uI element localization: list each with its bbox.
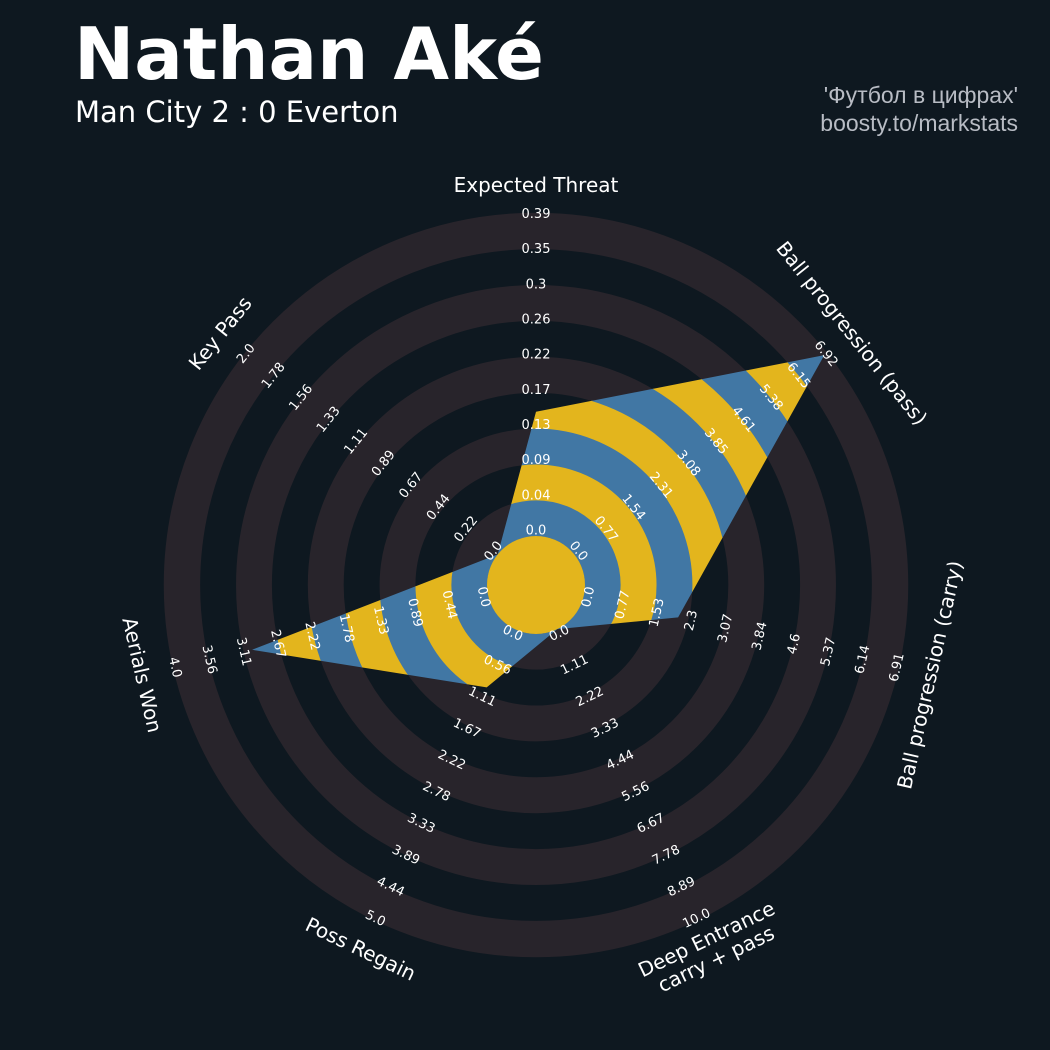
axis-tick-label: 0.44 bbox=[439, 589, 460, 621]
param-label-line: Expected Threat bbox=[454, 173, 619, 197]
polygon-ring bbox=[414, 463, 658, 688]
axis-tick-label: 1.78 bbox=[336, 613, 357, 645]
axis-tick-label: 6.14 bbox=[852, 644, 873, 676]
axis-tick-label: 6.91 bbox=[887, 652, 908, 684]
param-label: Aerials Won bbox=[117, 615, 167, 735]
axis-tick-label: 0.13 bbox=[522, 418, 551, 433]
radar-ring bbox=[271, 320, 801, 850]
axis-tick-label: 0.3 bbox=[526, 277, 547, 292]
radar-ring bbox=[199, 248, 873, 922]
axis-tick-label: 3.07 bbox=[715, 613, 736, 645]
axis-tick-label: 2.67 bbox=[267, 628, 288, 660]
radar-ring bbox=[343, 392, 729, 778]
credit-line-2: boosty.to/markstats bbox=[820, 110, 1018, 136]
radar-ring bbox=[163, 212, 909, 958]
axis-tick-label: 0.04 bbox=[522, 488, 551, 503]
axis-tick-label: 0.0 bbox=[579, 585, 598, 609]
axis-tick-label: 0.77 bbox=[612, 589, 633, 621]
axis-tick-label: 0.17 bbox=[522, 383, 551, 398]
axis-tick-label: 4.6 bbox=[785, 632, 804, 656]
axis-tick-label: 1.53 bbox=[647, 597, 668, 629]
axis-tick-label: 0.39 bbox=[522, 207, 551, 222]
axis-tick-label: 3.56 bbox=[199, 644, 220, 676]
match-subtitle: Man City 2 : 0 Everton bbox=[75, 95, 399, 129]
axis-tick-label: 4.0 bbox=[165, 656, 184, 680]
radar-ring bbox=[235, 284, 837, 886]
axis-tick-label: 0.0 bbox=[526, 524, 547, 539]
axis-tick-label: 1.33 bbox=[370, 605, 391, 637]
param-label-line: Aerials Won bbox=[117, 615, 167, 735]
axis-tick-label: 2.22 bbox=[301, 620, 322, 652]
param-label: Expected Threat bbox=[454, 173, 619, 197]
axis-tick-label: 0.22 bbox=[522, 348, 551, 363]
axis-tick-label: 5.37 bbox=[818, 636, 839, 668]
axis-tick-label: 0.0 bbox=[474, 585, 493, 609]
axis-tick-label: 0.35 bbox=[522, 242, 551, 257]
player-name-title: Nathan Aké bbox=[74, 12, 544, 96]
axis-tick-label: 0.26 bbox=[522, 312, 551, 327]
radar-ring bbox=[307, 356, 765, 814]
axis-tick-label: 3.84 bbox=[750, 620, 771, 652]
credit-line-1: 'Футбол в цифрах' bbox=[823, 82, 1018, 108]
center-circle bbox=[487, 536, 585, 634]
axis-tick-label: 0.09 bbox=[522, 453, 551, 468]
axis-tick-label: 0.89 bbox=[404, 597, 425, 629]
axis-tick-label: 3.11 bbox=[233, 636, 254, 668]
axis-tick-label: 2.3 bbox=[682, 609, 701, 633]
